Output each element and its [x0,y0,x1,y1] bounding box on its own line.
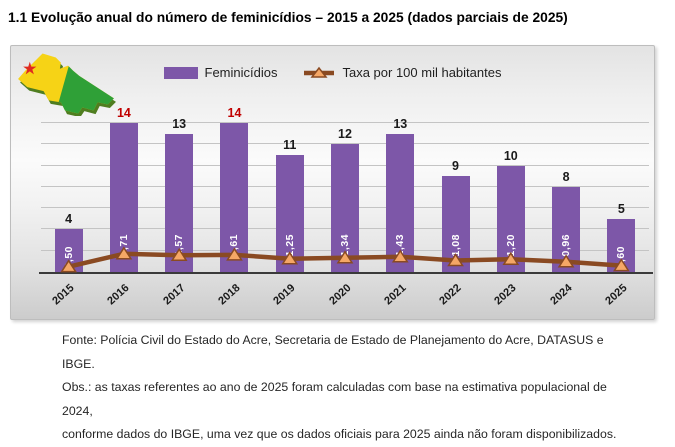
x-axis-label-2025: 2025 [603,282,630,308]
taxa-value-label: 1,25 [283,233,296,256]
bar-2019: 11 1,25 2019 [272,138,304,307]
bar-value-label: 13 [172,116,187,131]
bar-value-label: 12 [338,127,352,142]
x-axis-label-2018: 2018 [216,282,243,308]
legend-label-feminicidios: Feminicídios [204,65,278,80]
bar-2022: 9 1,08 2022 [437,159,470,307]
bar-value-label: 11 [283,137,297,152]
taxa-value-label: 1,43 [394,233,407,256]
x-axis-label-2016: 2016 [105,282,132,308]
x-axis-label-2015: 2015 [50,282,77,308]
bar-value-label: 10 [503,148,518,163]
bar-value-label: 14 [227,106,242,120]
chart-footer: Fonte: Polícia Civil do Estado do Acre, … [62,329,637,447]
x-axis-label-2023: 2023 [492,282,519,308]
bar-value-label: 9 [452,159,460,174]
taxa-value-label: 0,96 [560,233,573,256]
legend-item-feminicidios: Feminicídios [163,65,278,80]
bar-2015: 4 0,50 2015 [50,212,83,307]
obs-text-line1: Obs.: as taxas referentes ao ano de 2025… [62,380,607,418]
bar-2017: 13 1,57 2017 [161,117,194,307]
bar-value-label: 8 [562,169,570,184]
taxa-value-label: 0,60 [615,245,628,268]
x-axis-line [39,271,653,274]
bar-value-label: 13 [393,116,408,131]
bar-2020: 12 1,34 2020 [327,127,359,307]
x-axis-label-2020: 2020 [326,282,354,308]
x-axis-label-2017: 2017 [160,282,188,308]
x-axis-label-2021: 2021 [382,282,409,308]
taxa-value-label: 1,34 [339,233,351,256]
bar-2021: 13 1,43 2021 [382,117,415,307]
legend: Feminicídios Taxa por 100 mil habitantes [11,65,654,80]
bar-2023: 10 1,20 2023 [493,149,525,307]
bar-value-label: 14 [116,106,131,120]
taxa-value-label: 1,61 [228,233,241,256]
source-text: Fonte: Polícia Civil do Estado do Acre, … [62,333,604,371]
x-axis-label-2019: 2019 [271,282,298,308]
taxa-value-label: 1,71 [117,233,130,256]
taxa-value-label: 1,08 [449,233,462,256]
legend-label-taxa: Taxa por 100 mil habitantes [342,65,502,80]
chart-area: Feminicídios Taxa por 100 mil habitantes… [10,45,655,320]
acre-state-map-icon [18,53,116,116]
bar-2025: 5 0,60 2025 [603,202,636,307]
taxa-value-label: 1,57 [173,233,186,256]
bar-series-swatch-icon [163,66,198,79]
x-axis-label-2024: 2024 [547,282,575,308]
gridline [41,122,649,123]
bar-value-label: 5 [617,201,625,216]
bar-2024: 8 0,96 2024 [548,170,581,307]
bar-2018: 14 1,61 2018 [216,106,249,307]
bar-value-label: 4 [65,212,73,227]
plot-area: 4 0,50 2015 14 1,71 2016 13 1,57 2017 14 1,61 2018 1… [39,106,653,307]
gridline [41,143,649,145]
legend-item-taxa: Taxa por 100 mil habitantes [303,65,501,80]
taxa-value-label: 0,50 [62,245,75,268]
page-title: 1.1 Evolução anual do número de feminicí… [8,10,568,25]
taxa-value-label: 1,20 [504,233,517,256]
obs-text-line2: conforme dados do IBGE, uma vez que os d… [62,427,617,441]
x-axis-label-2022: 2022 [437,282,464,308]
line-series-marker-icon [304,66,335,78]
bar-2016: 14 1,71 2016 [106,106,138,307]
